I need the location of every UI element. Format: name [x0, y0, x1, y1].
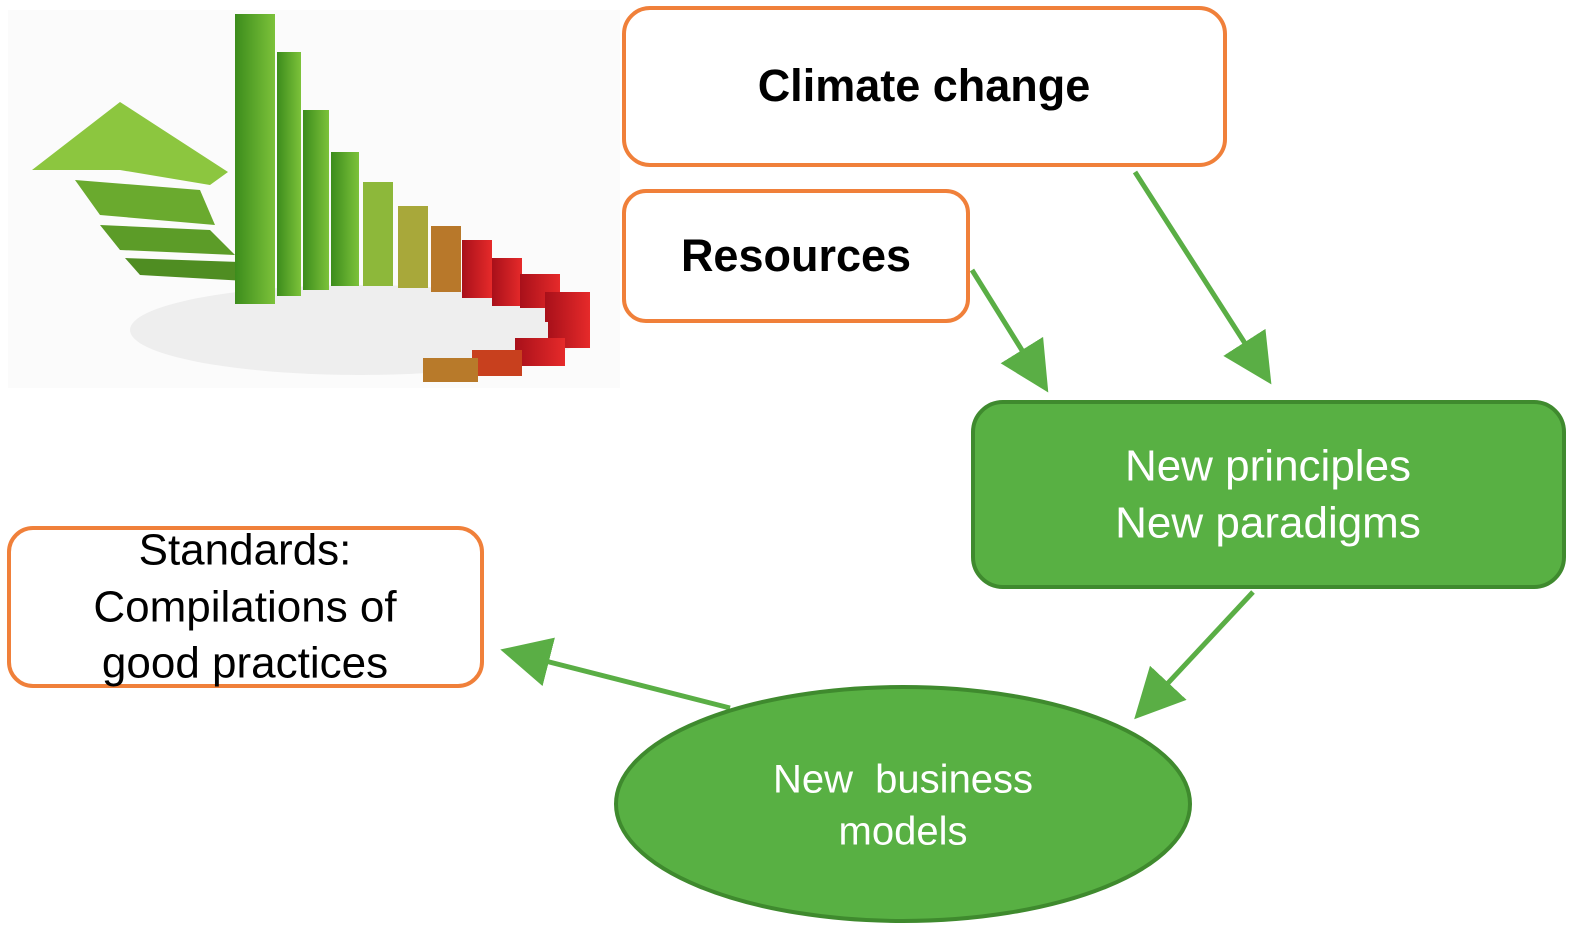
node-label: models: [839, 810, 968, 854]
node-label: New business: [773, 758, 1033, 802]
page: {"nodes": [ {"label": "Climate change"},…: [0, 0, 1569, 925]
node-label: New principles: [1125, 442, 1411, 491]
node-label: New paradigms: [1115, 499, 1421, 548]
node-label: good practices: [102, 639, 388, 688]
diagram: Climate change Resources New principles …: [0, 0, 1569, 925]
arrow: [972, 270, 1043, 384]
arrow: [1141, 592, 1253, 712]
illustration: [8, 10, 620, 388]
node-label: Climate change: [758, 60, 1091, 111]
node-box: [973, 402, 1564, 587]
node-label: Standards:: [139, 526, 352, 575]
node-label: Resources: [681, 230, 911, 281]
node-label: Compilations of: [93, 583, 397, 632]
arrow: [1135, 172, 1266, 376]
arrow: [510, 652, 730, 708]
node-ellipse: [616, 687, 1190, 921]
